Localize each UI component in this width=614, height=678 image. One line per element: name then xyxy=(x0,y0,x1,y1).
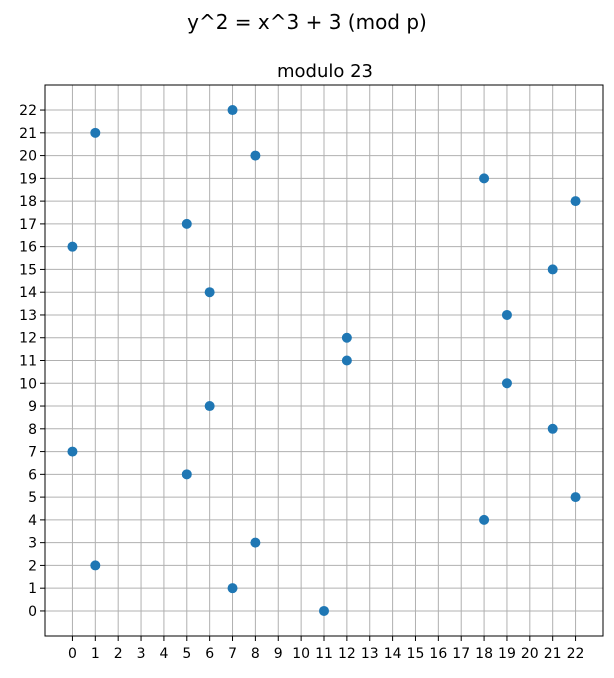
y-tick-label: 18 xyxy=(19,194,37,210)
y-tick-label: 11 xyxy=(19,354,37,370)
figure-suptitle: y^2 = x^3 + 3 (mod p) xyxy=(187,10,427,34)
data-point xyxy=(547,264,558,275)
x-tick-label: 0 xyxy=(68,646,77,662)
data-point xyxy=(479,173,490,184)
y-tick-label: 17 xyxy=(19,217,37,233)
data-point xyxy=(250,150,261,161)
data-point xyxy=(341,332,352,343)
x-tick-label: 2 xyxy=(114,646,123,662)
chart-title: modulo 23 xyxy=(277,61,373,82)
x-tick-label: 15 xyxy=(407,646,425,662)
data-points xyxy=(67,105,581,616)
x-tick-label: 17 xyxy=(452,646,470,662)
x-tick-label: 22 xyxy=(567,646,585,662)
data-point xyxy=(250,537,261,548)
x-tick-label: 8 xyxy=(251,646,260,662)
data-point xyxy=(227,583,238,594)
data-point xyxy=(204,401,215,412)
data-point xyxy=(570,492,581,503)
data-point xyxy=(319,605,329,616)
data-point xyxy=(181,469,192,480)
y-tick-label: 4 xyxy=(28,513,37,529)
data-point xyxy=(501,378,512,389)
y-tick-label: 19 xyxy=(19,171,37,187)
x-tick-label: 5 xyxy=(182,646,191,662)
axis-ticks: 0 1 2 3 4 5 6 7 8 9 10 11 12 13 14 15 16 17 18 19 20 21 220123… xyxy=(19,103,584,662)
x-tick-label: 21 xyxy=(544,646,562,662)
x-tick-label: 18 xyxy=(475,646,493,662)
x-tick-label: 6 xyxy=(205,646,214,662)
x-tick-label: 12 xyxy=(338,646,356,662)
data-point xyxy=(90,560,101,571)
y-tick-label: 14 xyxy=(19,285,37,301)
y-tick-label: 7 xyxy=(28,445,37,461)
data-point xyxy=(67,241,78,252)
x-tick-label: 19 xyxy=(498,646,516,662)
data-point xyxy=(204,287,215,298)
x-tick-label: 20 xyxy=(521,646,539,662)
y-tick-label: 12 xyxy=(19,331,37,347)
grid xyxy=(45,85,603,636)
x-tick-label: 13 xyxy=(361,646,379,662)
data-point xyxy=(547,423,558,434)
data-point xyxy=(227,105,238,116)
y-tick-label: 3 xyxy=(28,536,37,552)
x-tick-label: 10 xyxy=(292,646,310,662)
y-tick-label: 1 xyxy=(28,581,37,597)
y-tick-label: 21 xyxy=(19,126,37,142)
y-tick-label: 9 xyxy=(28,399,37,415)
y-tick-label: 0 xyxy=(28,604,37,620)
x-tick-label: 7 xyxy=(228,646,237,662)
data-point xyxy=(181,218,192,229)
y-tick-label: 16 xyxy=(19,240,37,256)
x-tick-label: 11 xyxy=(315,646,333,662)
y-tick-label: 22 xyxy=(19,103,37,119)
y-tick-label: 20 xyxy=(19,149,37,165)
y-tick-label: 13 xyxy=(19,308,37,324)
y-tick-label: 15 xyxy=(19,262,37,278)
data-point xyxy=(67,446,78,457)
data-point xyxy=(341,355,352,366)
x-tick-label: 9 xyxy=(274,646,283,662)
data-point xyxy=(90,127,101,138)
y-tick-label: 6 xyxy=(28,467,37,483)
x-tick-label: 16 xyxy=(429,646,447,662)
y-tick-label: 10 xyxy=(19,376,37,392)
x-tick-label: 1 xyxy=(91,646,100,662)
y-tick-label: 5 xyxy=(28,490,37,506)
data-point xyxy=(479,514,490,525)
data-point xyxy=(570,196,581,207)
x-tick-label: 14 xyxy=(384,646,402,662)
x-tick-label: 4 xyxy=(159,646,168,662)
data-point xyxy=(501,309,512,320)
y-tick-label: 2 xyxy=(28,558,37,574)
x-tick-label: 3 xyxy=(137,646,146,662)
y-tick-label: 8 xyxy=(28,422,37,438)
